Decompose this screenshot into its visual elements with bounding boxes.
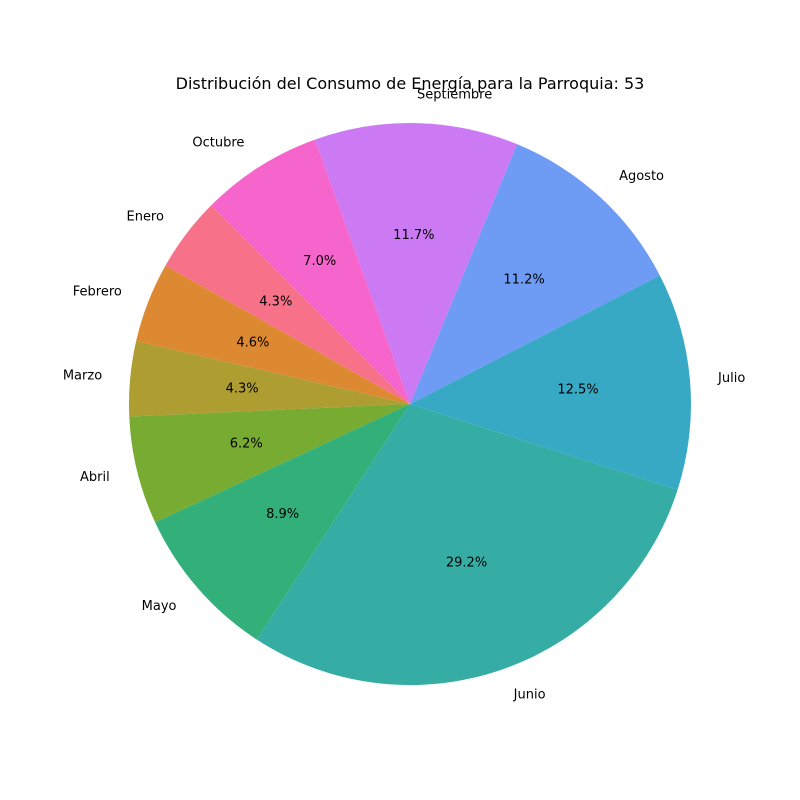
slice-label-junio: Junio [513, 688, 546, 703]
chart-title: Distribución del Consumo de Energía para… [176, 74, 645, 93]
pie-slice-junio [256, 404, 678, 686]
pie-slice-agosto [410, 144, 660, 404]
slice-percent-marzo: 4.3% [226, 381, 259, 396]
slice-percent-febrero: 4.6% [236, 335, 269, 350]
pie-slice-mayo [155, 404, 410, 640]
slice-percent-julio: 12.5% [557, 383, 598, 398]
slice-label-abril: Abril [80, 470, 110, 485]
slice-percent-mayo: 8.9% [266, 507, 299, 522]
slice-label-febrero: Febrero [73, 285, 122, 300]
slice-percent-agosto: 11.2% [503, 272, 544, 287]
slice-label-julio: Julio [717, 371, 745, 386]
pie-slice-septiembre [314, 123, 518, 405]
pie-slices [128, 123, 692, 686]
slice-percent-septiembre: 11.7% [393, 228, 434, 243]
pie-slice-abril [129, 404, 410, 523]
pie-slice-enero [165, 205, 410, 404]
slice-percent-octubre: 7.0% [303, 254, 336, 269]
pie-slice-febrero [136, 265, 410, 404]
slice-percent-junio: 29.2% [446, 555, 487, 570]
pie-slice-octubre [211, 139, 410, 404]
slice-label-marzo: Marzo [63, 369, 102, 384]
slice-percent-enero: 4.3% [259, 294, 292, 309]
pie-slice-marzo [128, 341, 410, 417]
slice-label-agosto: Agosto [619, 169, 664, 184]
slice-label-septiembre: Septiembre [417, 87, 492, 102]
slice-label-mayo: Mayo [142, 599, 177, 614]
slice-percent-abril: 6.2% [230, 437, 263, 452]
slice-label-octubre: Octubre [192, 135, 244, 150]
slice-label-enero: Enero [126, 209, 164, 224]
pie-slice-julio [410, 275, 692, 490]
pie-labels: Enero 4.3% Febrero 4.6% Marzo 4.3% Abril 6.2% Ma… [63, 87, 745, 702]
